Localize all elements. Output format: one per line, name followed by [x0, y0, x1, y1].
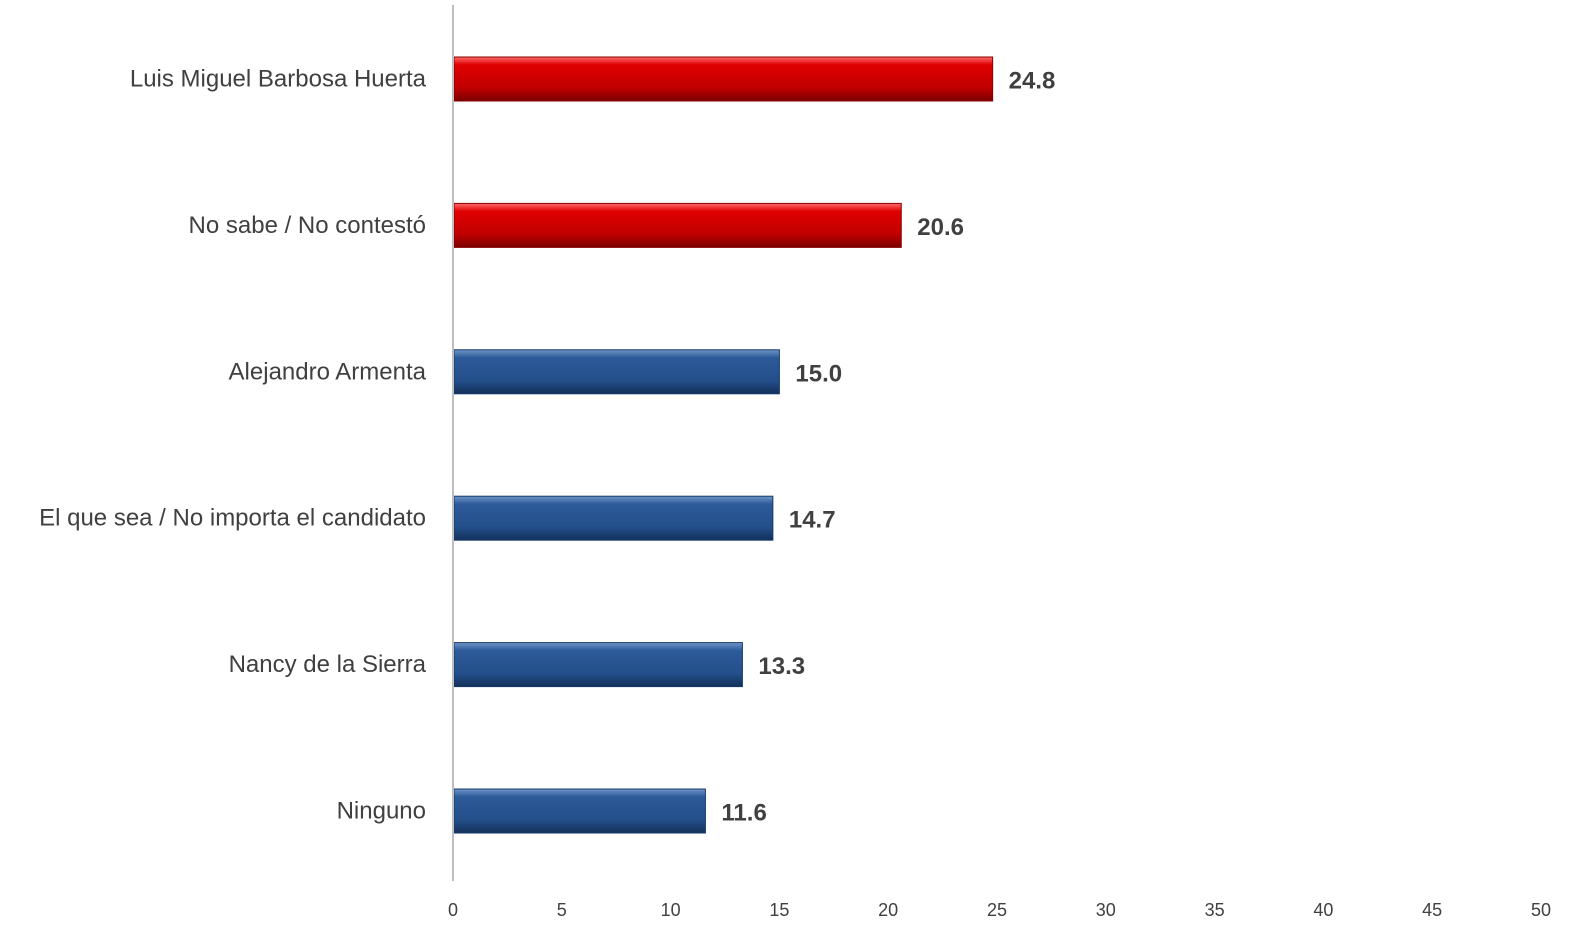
x-tick-label: 20 [878, 900, 898, 920]
bar [453, 788, 706, 834]
category-label: Alejandro Armenta [229, 358, 427, 385]
x-tick-label: 10 [661, 900, 681, 920]
data-label: 11.6 [721, 800, 766, 827]
category-label: No sabe / No contestó [189, 212, 426, 239]
data-label: 14.7 [789, 507, 836, 534]
category-label: El que sea / No importa el candidato [39, 505, 426, 532]
x-tick-label: 35 [1205, 900, 1225, 920]
x-tick-label: 50 [1531, 900, 1551, 920]
bar [453, 495, 774, 541]
category-labels: Luis Miguel Barbosa Huerta No sabe / No c… [39, 66, 427, 825]
x-tick-label: 15 [769, 900, 789, 920]
x-tick-label: 0 [448, 900, 458, 920]
x-tick-label: 25 [987, 900, 1007, 920]
x-tick-label: 40 [1313, 900, 1333, 920]
bar [453, 56, 994, 102]
x-tick-label: 45 [1422, 900, 1442, 920]
bar [453, 642, 743, 688]
x-tick-label: 5 [557, 900, 567, 920]
bar [453, 349, 780, 395]
x-axis-ticks: 0 5 10 15 20 25 30 35 40 45 50 [448, 900, 1551, 920]
bars-layer [453, 56, 994, 834]
category-label: Luis Miguel Barbosa Huerta [130, 66, 427, 93]
data-label: 13.3 [758, 653, 805, 680]
value-labels: 24.8 20.6 15.0 14.7 13.3 11.6 [721, 68, 1055, 827]
x-tick-label: 30 [1096, 900, 1116, 920]
data-label: 20.6 [917, 214, 964, 241]
bar [453, 202, 902, 248]
category-label: Ninguno [337, 798, 426, 825]
category-label: Nancy de la Sierra [229, 651, 427, 678]
data-label: 15.0 [795, 360, 842, 387]
data-label: 24.8 [1009, 68, 1056, 95]
